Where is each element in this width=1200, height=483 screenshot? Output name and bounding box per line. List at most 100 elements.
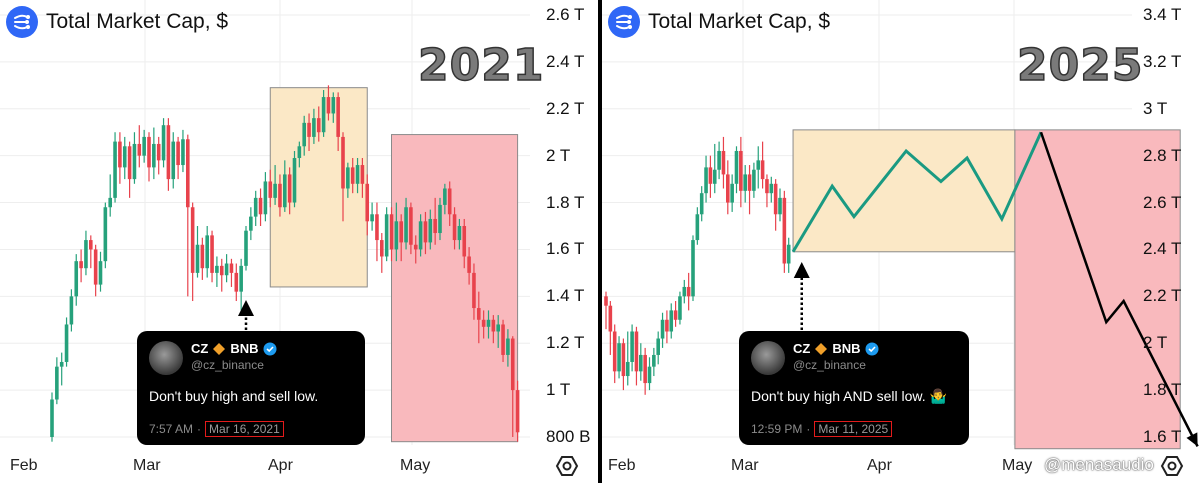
tweet-author: CZ BNB (191, 341, 277, 356)
candle (452, 207, 457, 250)
avatar (751, 341, 785, 375)
candle (428, 209, 433, 250)
candle (283, 160, 287, 212)
candlestick-chart-2021 (0, 0, 530, 445)
candle (142, 129, 146, 163)
chart-panel-2025: Total Market Cap, $ 2025 3.4 T 3.2 T 3 T 2.… (602, 0, 1200, 483)
candle (127, 141, 132, 198)
candle (249, 207, 253, 241)
tweet-date: Mar 11, 2025 (814, 421, 893, 437)
bnb-diamond-icon (815, 342, 828, 355)
tweet-pointer-arrow (238, 300, 254, 330)
tweet-text: Don't buy high AND sell low. 🤷‍♂️ (751, 388, 947, 404)
author-name: CZ (191, 341, 209, 356)
candle (234, 263, 239, 302)
candle (380, 233, 384, 273)
candle (612, 324, 617, 384)
candle (743, 165, 747, 203)
chart-title: Total Market Cap, $ (648, 10, 831, 33)
candle (79, 249, 83, 283)
candle (481, 310, 486, 339)
candle (98, 251, 103, 292)
candle (263, 172, 268, 222)
year-label: 2025 (1016, 39, 1144, 92)
tweet-separator: · (806, 422, 811, 436)
y-tick-label: 2.2 T (1143, 286, 1182, 306)
settings-hexagon-icon[interactable] (1160, 454, 1184, 478)
candle (74, 254, 79, 306)
candle (253, 190, 258, 226)
x-tick-label: Feb (10, 457, 38, 474)
tweet-card[interactable]: CZ BNB @cz_binance Don't buy high AND se… (739, 331, 969, 445)
candle (64, 317, 69, 367)
candle (195, 226, 200, 278)
y-tick-label: 2.6 T (546, 5, 585, 24)
y-tick-label: 1.8 T (1143, 380, 1182, 400)
x-tick-label: Mar (731, 457, 759, 474)
candle (190, 202, 195, 302)
candle (350, 158, 355, 194)
candle (501, 319, 505, 362)
candle (418, 214, 423, 257)
y-tick-label: 3.2 T (1143, 51, 1182, 71)
candle (258, 188, 263, 226)
candle (704, 155, 708, 203)
y-tick-label: 2.2 T (546, 98, 585, 118)
candle (331, 92, 336, 123)
candle (137, 125, 142, 168)
y-tick-label: 2.8 T (1143, 145, 1182, 165)
candle (682, 279, 687, 304)
candle (726, 160, 730, 215)
candle (370, 202, 374, 231)
tweet-card[interactable]: CZ BNB @cz_binance Don't buy high and se… (137, 331, 365, 445)
candle (122, 136, 127, 180)
tweet-footer: 12:59 PM · Mar 11, 2025 (751, 421, 893, 437)
candle (678, 291, 682, 325)
candle (176, 136, 180, 180)
decline-zone-box (391, 134, 519, 443)
candle (375, 202, 379, 262)
candle (93, 244, 98, 297)
candle (268, 169, 273, 208)
candle (384, 207, 389, 262)
x-tick-label: May (400, 457, 431, 474)
candle (239, 258, 243, 311)
candle (103, 202, 108, 269)
market-cap-logo-icon (6, 6, 38, 38)
candle (215, 256, 219, 287)
candle (773, 179, 778, 231)
candle (617, 336, 621, 379)
candle (210, 230, 214, 283)
settings-hexagon-icon[interactable] (555, 454, 579, 478)
y-tick-label: 1.6 T (1143, 427, 1182, 446)
chart-panel-2021: Total Market Cap, $ 2021 2.6 T 2.4 T 2.2 T… (0, 0, 598, 483)
candle (447, 181, 452, 226)
x-tick-label: Apr (268, 457, 293, 474)
y-tick-label: 1 T (546, 380, 571, 400)
candle (669, 303, 674, 339)
candle (708, 155, 713, 198)
candle (477, 291, 481, 344)
candle (643, 347, 647, 395)
candle (660, 312, 665, 348)
candle (625, 331, 630, 386)
candle (608, 301, 613, 355)
candle (695, 207, 700, 245)
y-tick-label: 1.6 T (546, 239, 585, 259)
candle (691, 235, 695, 302)
verified-badge-icon (865, 342, 879, 355)
candle (297, 141, 302, 168)
candle (747, 165, 752, 215)
market-cap-logo-icon (608, 6, 640, 38)
candle (515, 380, 520, 442)
candle (760, 141, 765, 189)
candle (673, 301, 678, 327)
candle (472, 263, 476, 320)
bnb-diamond-icon (213, 342, 226, 355)
y-tick-label: 1.4 T (546, 286, 585, 306)
tweet-footer: 7:57 AM · Mar 16, 2021 (149, 421, 284, 437)
candle (287, 167, 292, 215)
candle (647, 357, 652, 391)
candle (765, 174, 769, 208)
candle (200, 237, 205, 280)
